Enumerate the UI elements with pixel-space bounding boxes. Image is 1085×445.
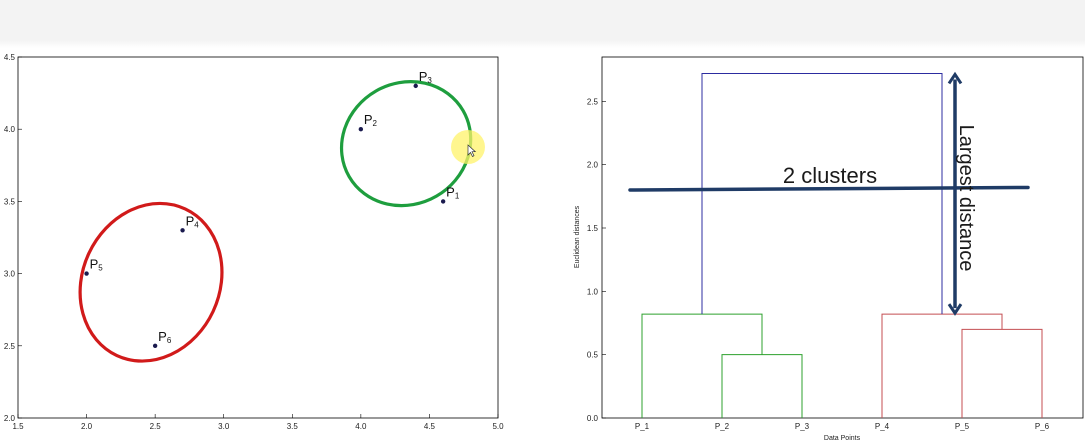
- cluster-ellipse-2: [78, 201, 224, 363]
- point-label-p1: P1: [446, 184, 460, 200]
- arrow-head-up: [947, 71, 963, 85]
- leaf-label-p_1: P_1: [635, 422, 650, 431]
- arrow-head-down: [947, 303, 963, 316]
- y-tick-label: 4.5: [4, 53, 16, 62]
- y-tick-label: 0.0: [587, 414, 599, 423]
- x-tick-label: 4.0: [355, 422, 367, 431]
- y-tick-label: 3.0: [4, 270, 16, 279]
- y-tick-label: 2.5: [587, 97, 599, 106]
- scatter-plot-area: [17, 56, 499, 419]
- x-tick-label: 5.0: [492, 422, 504, 431]
- leaf-label-p_4: P_4: [875, 422, 890, 431]
- x-axis-ticks: 1.5 2.0 2.5 3.0 3.5 4.0 4.5 5.0: [12, 414, 504, 431]
- point-p3: [413, 83, 418, 89]
- cluster-ellipses: [78, 80, 473, 363]
- dendrogram-chart: 0.0 0.5 1.0 1.5 2.0 2.5 P_1 P_2 P_3 P_4 P_5 P_6 Da…: [574, 56, 1084, 442]
- leaf-label-p_6: P_6: [1035, 422, 1050, 431]
- x-axis-title: Data Points: [824, 435, 861, 442]
- mouse-cursor-highlight: [451, 130, 485, 164]
- x-tick-label: 4.5: [424, 422, 436, 431]
- point-label-p4: P4: [186, 213, 200, 229]
- point-label-p5: P5: [90, 257, 104, 273]
- y-axis-title: Euclidean distances: [574, 205, 581, 268]
- point-label-p3: P3: [419, 69, 433, 85]
- point-p5: [84, 271, 89, 276]
- scatter-chart: 1.5 2.0 2.5 3.0 3.5 4.0 4.5 5.0 2.02.53.03.54.0…: [4, 53, 504, 431]
- leaf-label-p_3: P_3: [795, 422, 810, 431]
- y-tick-label: 1.5: [587, 224, 599, 233]
- x-tick-label: 3.0: [218, 422, 230, 431]
- leaf-label-p_2: P_2: [715, 422, 730, 431]
- dendrogram-link-1: [721, 354, 803, 418]
- y-tick-label: 3.5: [4, 197, 16, 206]
- x-tick-label: 2.0: [81, 422, 93, 431]
- y-tick-label: 4.0: [4, 125, 16, 134]
- data-points: P1 P2 P3 P4 P5 P6: [84, 69, 460, 348]
- y-tick-label: 2.5: [4, 342, 16, 351]
- x-tick-label: 1.5: [12, 422, 24, 431]
- dendrogram-link-5: [701, 72, 943, 315]
- y-tick-label: 1.0: [587, 287, 599, 296]
- point-label-p2: P2: [364, 112, 378, 128]
- cut-line: [628, 185, 1030, 192]
- dendrogram-links: [641, 72, 1043, 418]
- y-axis-ticks: 2.0 2.5 3.0 3.5 4.0 4.5: [4, 53, 22, 423]
- cluster-ellipse-1: [339, 80, 473, 208]
- y-tick-label: 2.0: [4, 414, 16, 423]
- dendrogram-plot-area: [601, 56, 1084, 419]
- y-tick-label: 0.5: [587, 351, 599, 360]
- x-tick-label: 3.5: [287, 422, 299, 431]
- point-p1: [440, 199, 446, 204]
- point-p6: [152, 343, 158, 348]
- x-tick-label: 2.5: [150, 422, 162, 431]
- annotations: [628, 71, 1030, 316]
- y-tick-label: 2.0: [587, 161, 599, 170]
- point-p2: [358, 127, 364, 132]
- point-p4: [180, 228, 185, 233]
- largest-distance-label: Largest distance: [955, 125, 977, 272]
- point-label-p6: P6: [158, 329, 172, 345]
- cut-line-label: 2 clusters: [783, 163, 877, 188]
- y-axis-ticks: 0.0 0.5 1.0 1.5 2.0 2.5: [587, 97, 606, 423]
- leaf-label-p_5: P_5: [955, 422, 970, 431]
